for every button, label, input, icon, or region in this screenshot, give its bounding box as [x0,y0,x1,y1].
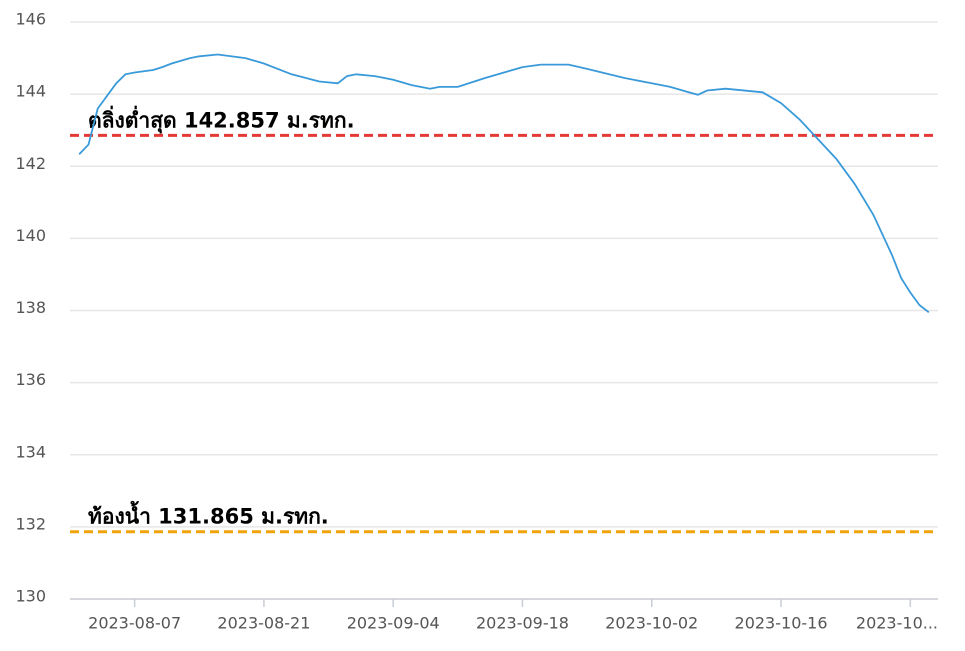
y-tick-label: 134 [15,442,46,461]
y-tick-label: 130 [15,587,46,606]
y-tick-label: 142 [15,154,46,173]
x-tick-label: 2023-10... [856,614,938,633]
x-tick-label: 2023-08-21 [217,614,310,633]
y-tick-label: 136 [15,370,46,389]
reference-label: ท้องน้ำ 131.865 ม.รทก. [88,501,329,529]
reference-label: ตลิ่งต่ำสุด 142.857 ม.รทก. [88,104,355,134]
x-tick-label: 2023-10-16 [735,614,828,633]
y-tick-label: 132 [15,514,46,533]
y-tick-label: 140 [15,226,46,245]
y-tick-label: 138 [15,298,46,317]
data-line [78,53,930,314]
x-tick-label: 2023-10-02 [605,614,698,633]
x-tick-label: 2023-09-04 [347,614,440,633]
y-tick-label: 144 [15,82,46,101]
y-tick-label: 146 [15,10,46,29]
x-tick-label: 2023-08-07 [88,614,181,633]
x-tick-label: 2023-09-18 [476,614,569,633]
